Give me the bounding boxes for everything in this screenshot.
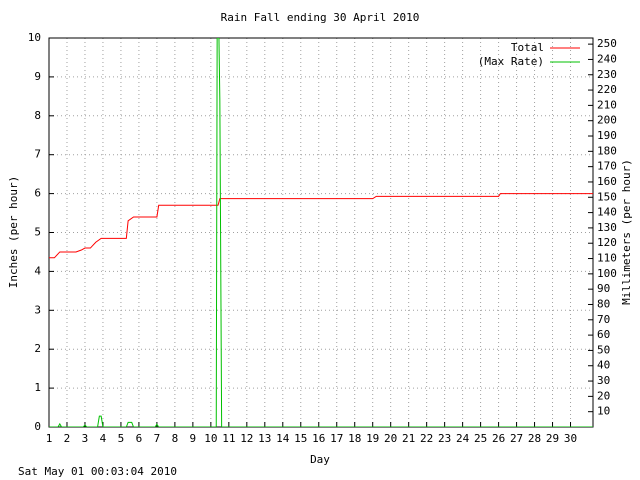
- y2-tick-label: 230: [597, 68, 617, 81]
- y2-axis-label: Millimeters (per hour): [620, 159, 633, 305]
- x-tick-label: 27: [510, 432, 523, 445]
- series-line: [49, 38, 593, 427]
- y2-tick-label: 80: [597, 297, 610, 310]
- x-tick-label: 30: [564, 432, 577, 445]
- x-tick-label: 20: [384, 432, 397, 445]
- y2-tick-label: 10: [597, 405, 610, 418]
- x-tick-label: 23: [438, 432, 451, 445]
- x-tick-label: 3: [82, 432, 89, 445]
- x-tick-label: 1: [46, 432, 53, 445]
- timestamp: Sat May 01 00:03:04 2010: [18, 465, 177, 478]
- legend-label: Total: [511, 41, 544, 54]
- x-tick-label: 8: [172, 432, 179, 445]
- x-tick-label: 7: [154, 432, 161, 445]
- x-tick-label: 6: [136, 432, 143, 445]
- y-tick-label: 4: [34, 264, 41, 277]
- y-tick-label: 10: [28, 31, 41, 44]
- x-tick-label: 29: [546, 432, 559, 445]
- x-tick-label: 28: [528, 432, 541, 445]
- x-tick-label: 22: [420, 432, 433, 445]
- y-tick-label: 0: [34, 420, 41, 433]
- y2-tick-label: 200: [597, 114, 617, 127]
- x-tick-label: 18: [348, 432, 361, 445]
- x-tick-label: 10: [204, 432, 217, 445]
- x-tick-label: 25: [474, 432, 487, 445]
- x-tick-label: 14: [276, 432, 290, 445]
- y2-tick-label: 140: [597, 206, 617, 219]
- y-tick-label: 1: [34, 381, 41, 394]
- y-tick-label: 8: [34, 109, 41, 122]
- y-tick-label: 6: [34, 187, 41, 200]
- x-tick-label: 26: [492, 432, 505, 445]
- y2-tick-label: 40: [597, 359, 610, 372]
- y2-tick-label: 30: [597, 374, 610, 387]
- x-tick-label: 11: [222, 432, 235, 445]
- x-tick-label: 4: [100, 432, 107, 445]
- y-axis-label: Inches (per hour): [7, 176, 20, 289]
- x-tick-label: 5: [118, 432, 125, 445]
- x-tick-label: 17: [330, 432, 343, 445]
- x-tick-label: 12: [240, 432, 253, 445]
- y2-tick-label: 150: [597, 190, 617, 203]
- y2-tick-label: 240: [597, 52, 617, 65]
- legend-label: (Max Rate): [478, 55, 544, 68]
- y2-tick-label: 110: [597, 252, 617, 265]
- y2-tick-label: 170: [597, 160, 617, 173]
- y-tick-label: 2: [34, 342, 41, 355]
- y2-tick-label: 180: [597, 144, 617, 157]
- y2-tick-label: 220: [597, 83, 617, 96]
- y2-tick-label: 190: [597, 129, 617, 142]
- y2-tick-label: 50: [597, 343, 610, 356]
- x-tick-label: 16: [312, 432, 325, 445]
- y-tick-label: 9: [34, 70, 41, 83]
- y2-tick-label: 70: [597, 313, 610, 326]
- y2-tick-label: 20: [597, 389, 610, 402]
- y2-tick-label: 100: [597, 267, 617, 280]
- y2-tick-label: 90: [597, 282, 610, 295]
- y2-tick-label: 250: [597, 37, 617, 50]
- x-tick-label: 19: [366, 432, 379, 445]
- y-tick-label: 3: [34, 303, 41, 316]
- chart-title: Rain Fall ending 30 April 2010: [221, 11, 420, 24]
- series-line: [49, 193, 593, 259]
- y2-tick-label: 210: [597, 98, 617, 111]
- y2-tick-label: 120: [597, 236, 617, 249]
- y2-tick-label: 60: [597, 328, 610, 341]
- x-tick-label: 21: [402, 432, 415, 445]
- x-tick-label: 24: [456, 432, 470, 445]
- x-tick-label: 15: [294, 432, 307, 445]
- x-axis-label: Day: [310, 453, 330, 466]
- x-tick-label: 2: [64, 432, 71, 445]
- x-tick-label: 13: [258, 432, 271, 445]
- x-tick-label: 9: [190, 432, 197, 445]
- y-tick-label: 7: [34, 148, 41, 161]
- y2-tick-label: 130: [597, 221, 617, 234]
- y-tick-label: 5: [34, 226, 41, 239]
- y2-tick-label: 160: [597, 175, 617, 188]
